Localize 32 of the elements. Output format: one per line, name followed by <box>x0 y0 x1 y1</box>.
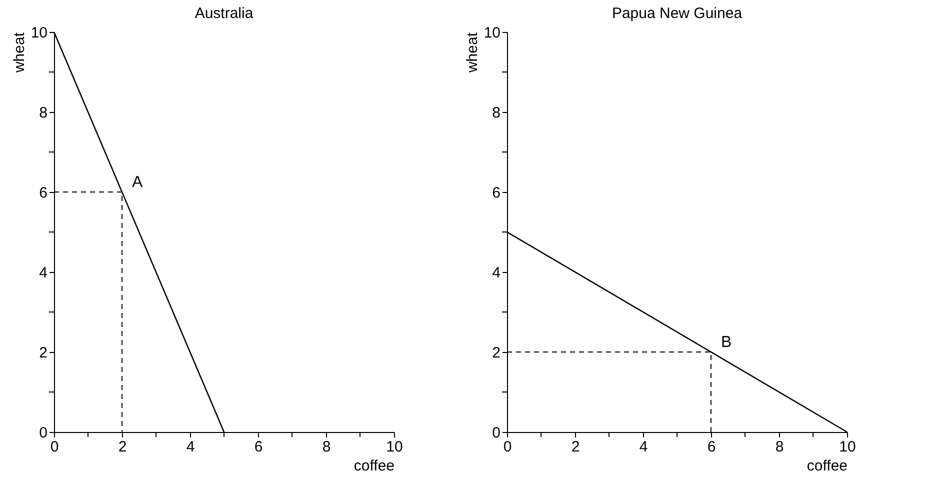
y-tick-label: 0 <box>39 424 48 442</box>
x-tick-label: 0 <box>50 438 59 456</box>
x-tick-label: 6 <box>254 438 263 456</box>
x-tick-label: 10 <box>839 438 856 456</box>
y-axis-title: wheat <box>464 32 481 74</box>
x-tick-label: 8 <box>775 438 784 456</box>
x-tick-label: 10 <box>386 438 403 456</box>
x-tick-label: 4 <box>639 438 648 456</box>
annotation: B <box>721 334 732 351</box>
y-tick-label: 2 <box>492 344 500 362</box>
x-tick-label: 2 <box>118 438 127 456</box>
x-tick-label: 6 <box>707 438 716 456</box>
y-axis-title: wheat <box>10 32 28 74</box>
x-axis-title: coffee <box>806 458 848 474</box>
y-tick-label: 6 <box>39 184 48 202</box>
x-tick-label: 2 <box>571 438 580 456</box>
y-tick-label: 10 <box>484 24 500 42</box>
y-tick-label: 4 <box>39 264 48 282</box>
y-tick-label: 0 <box>492 424 500 442</box>
chart-title: Australia <box>194 5 254 22</box>
y-tick-label: 8 <box>39 104 48 122</box>
y-tick-label: 6 <box>492 184 500 202</box>
annotation: A <box>132 174 143 191</box>
chart-title: Papua New Guinea <box>612 5 743 22</box>
x-tick-label: 4 <box>186 438 195 456</box>
y-tick-label: 8 <box>492 104 500 122</box>
y-tick-label: 4 <box>492 264 500 282</box>
x-tick-label: 8 <box>322 438 331 456</box>
x-tick-label: 0 <box>503 438 512 456</box>
y-tick-label: 10 <box>30 24 48 42</box>
x-axis-title: coffee <box>354 458 394 474</box>
y-tick-label: 2 <box>39 344 48 362</box>
